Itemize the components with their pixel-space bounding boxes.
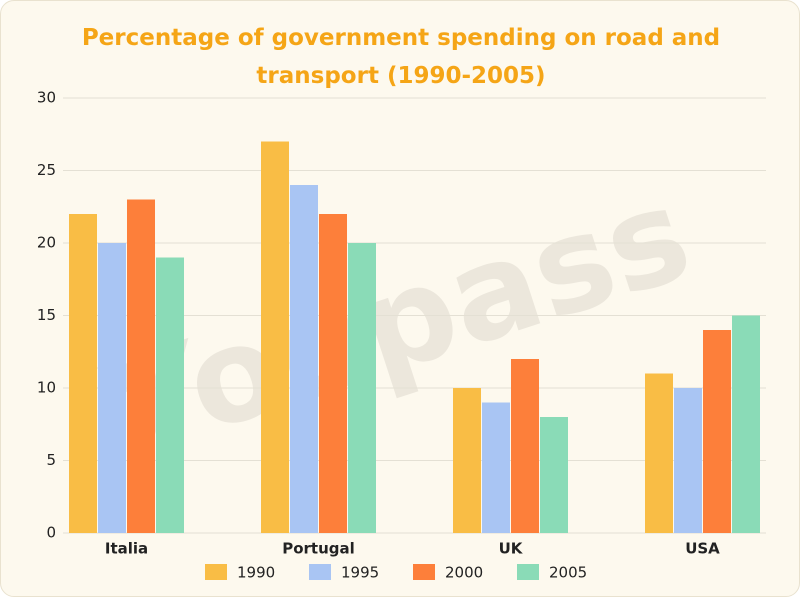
y-tick-label: 30	[37, 89, 56, 107]
y-tick-label: 25	[37, 161, 56, 179]
legend-swatch	[517, 564, 539, 580]
x-tick-label: Portugal	[282, 540, 355, 558]
legend-swatch	[205, 564, 227, 580]
y-tick-label: 15	[37, 306, 56, 324]
bar	[98, 243, 126, 533]
y-tick-label: 10	[37, 379, 56, 397]
legend-swatch	[309, 564, 331, 580]
legend-label: 2000	[445, 564, 483, 582]
bar	[290, 185, 318, 533]
bar	[732, 315, 760, 533]
bar	[127, 199, 155, 533]
x-tick-label: Italia	[105, 540, 148, 558]
bar	[156, 257, 184, 533]
bar	[645, 373, 673, 533]
y-tick-label: 5	[46, 451, 56, 469]
legend-swatch	[413, 564, 435, 580]
bar	[703, 330, 731, 533]
y-tick-label: 0	[46, 524, 56, 542]
bar	[69, 214, 97, 533]
bar	[319, 214, 347, 533]
bar	[674, 388, 702, 533]
bar	[540, 417, 568, 533]
x-tick-label: USA	[685, 540, 720, 558]
chart-title: Percentage of government spending on roa…	[81, 25, 721, 89]
x-tick-label: UK	[499, 540, 524, 558]
bar	[511, 359, 539, 533]
bar	[348, 243, 376, 533]
legend-label: 2005	[549, 564, 587, 582]
legend-label: 1990	[237, 564, 275, 582]
bar	[453, 388, 481, 533]
bar	[482, 402, 510, 533]
bar	[261, 141, 289, 533]
y-tick-label: 20	[37, 234, 56, 252]
legend-label: 1995	[341, 564, 379, 582]
